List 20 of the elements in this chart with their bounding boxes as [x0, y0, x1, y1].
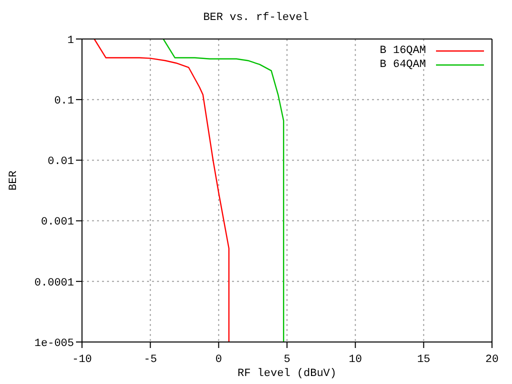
- y-tick-label: 1e-005: [34, 338, 74, 350]
- x-tick-label: -10: [72, 354, 92, 366]
- x-tick-label: 5: [284, 354, 290, 366]
- line-series: [94, 39, 230, 342]
- chart-title: BER vs. rf-level: [202, 12, 310, 24]
- line-series: [162, 39, 284, 342]
- y-axis-title: BER: [8, 170, 20, 190]
- legend-label: B 16QAM: [380, 45, 426, 57]
- x-tick-label: -5: [144, 354, 157, 366]
- legend-label: B 64QAM: [380, 59, 426, 71]
- y-tick-label: 0.001: [40, 216, 74, 229]
- x-tick-label: 0: [215, 354, 222, 366]
- x-tick-label: 20: [485, 354, 499, 366]
- y-tick-label: 1: [67, 34, 74, 47]
- x-tick-label: 15: [417, 354, 430, 366]
- x-axis-title: RF level (dBuV): [237, 368, 337, 380]
- x-tick-label: 10: [348, 354, 362, 366]
- y-tick-label: 0.1: [54, 96, 74, 108]
- y-tick-label: 0.01: [48, 156, 74, 168]
- y-tick-label: 0.0001: [34, 277, 74, 290]
